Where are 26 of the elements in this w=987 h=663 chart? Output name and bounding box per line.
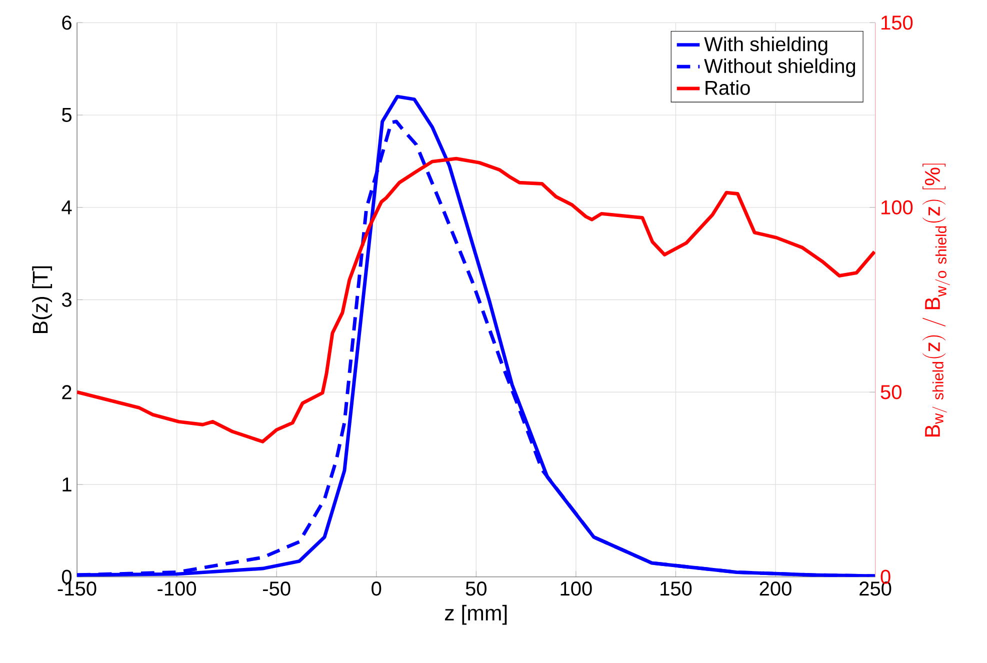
y-tick-label: 2: [62, 385, 72, 400]
y2-tick-label: 50: [880, 385, 902, 400]
legend-label: Ratio: [706, 80, 750, 95]
x-tick-label: 250: [860, 582, 892, 596]
x-tick-label: 150: [660, 582, 692, 596]
y-tick-label: 5: [62, 108, 72, 122]
x-tick-label: -50: [263, 582, 290, 596]
y2-tick-label: 100: [882, 200, 913, 215]
x-tick-label: 50: [466, 582, 486, 596]
y2-tick-label: 150: [882, 16, 913, 30]
x-tick-label: -100: [158, 582, 196, 596]
x-tick-label: 200: [760, 582, 792, 596]
x-tick-label: -150: [58, 582, 96, 596]
legend-label: With shielding: [704, 36, 828, 56]
y-tick-label: 1: [62, 478, 72, 492]
y-tick-label: 4: [62, 200, 72, 214]
x-axis-title: z [mm]: [445, 604, 507, 625]
y-axis-title: B(z) [T]: [32, 266, 52, 334]
legend-label: Without shielding: [704, 58, 856, 78]
y-tick-label: 3: [62, 292, 72, 307]
x-tick-label: 100: [560, 582, 592, 596]
y2-tick-label: 0: [880, 570, 890, 584]
y-tick-label: 6: [62, 16, 72, 30]
y2-axis-title: $\mathrm{B}_{\mathrm{w/\ shield}}\mathrm{(z)\ /\ B}_{\mathrm{w/o\ shield}}\mathrm{(z)\ [\%]}$: [922, 164, 950, 437]
line-series: [77, 156, 876, 444]
x-tick-label: 0: [372, 582, 382, 596]
